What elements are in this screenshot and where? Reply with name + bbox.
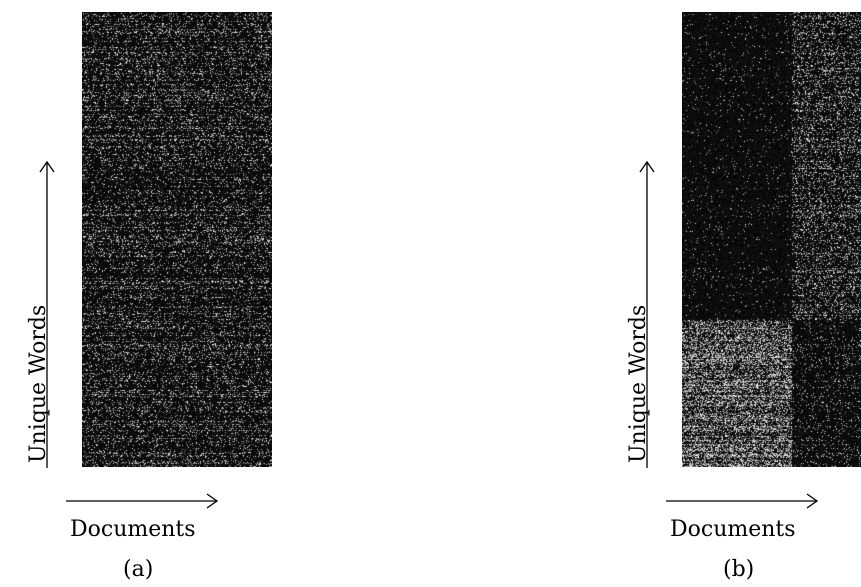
x-axis-label: Documents: [70, 517, 196, 542]
panel-caption: (b): [723, 557, 755, 582]
panel-a: Unique Words Documents (a): [0, 0, 300, 587]
right-arrow-icon: [66, 493, 219, 509]
x-axis-label: Documents: [670, 517, 796, 542]
y-axis-label: Unique Words: [26, 304, 51, 463]
up-arrow-icon: [39, 160, 55, 468]
y-axis-label: Unique Words: [626, 304, 651, 463]
up-arrow-icon: [639, 160, 655, 468]
right-arrow-icon: [666, 493, 819, 509]
heatmap-b-word-document-matrix: [682, 12, 861, 467]
panel-caption: (a): [123, 557, 154, 582]
panel-b: Unique Words Documents (b): [600, 0, 861, 587]
heatmap-a-word-document-matrix: [82, 12, 272, 467]
